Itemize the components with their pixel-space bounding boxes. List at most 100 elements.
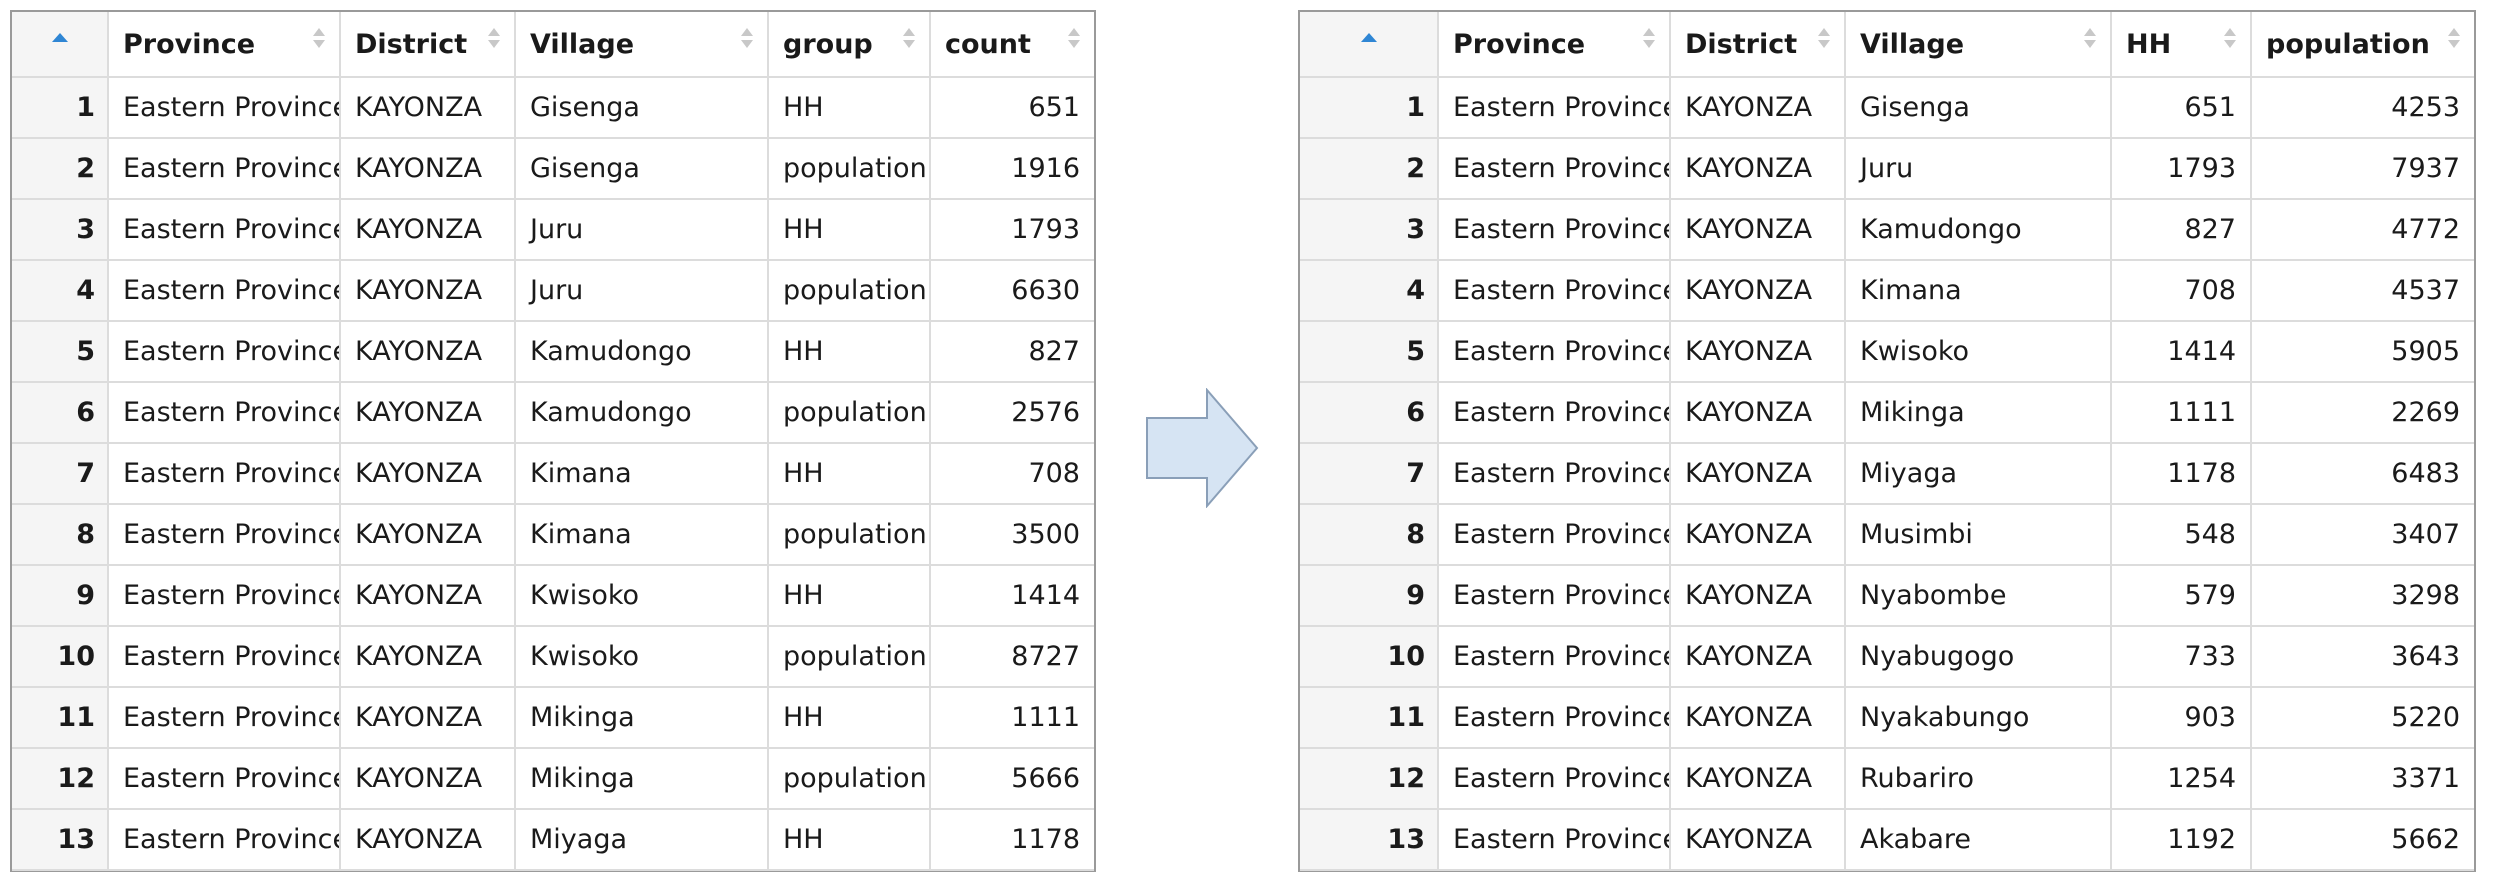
column-header-population[interactable]: population [2251,12,2474,78]
table-row: 4 Eastern Province KAYONZA Kimana 708 4537 [1300,260,2474,322]
cell-district: KAYONZA [340,382,516,444]
cell-village: Mikinga [1845,382,2112,444]
cell-province: Eastern Province [108,260,341,322]
cell-district: KAYONZA [340,626,516,688]
cell-village: Musimbi [1845,504,2112,566]
row-number: 13 [1300,809,1439,871]
table-row: 12 Eastern Province KAYONZA Rubariro 1254 337… [1300,748,2474,810]
row-number: 2 [1300,138,1439,200]
column-header-group[interactable]: group [768,12,931,78]
row-index-header[interactable] [12,12,109,78]
sort-icon [741,28,753,54]
column-header-village[interactable]: Village [1845,12,2112,78]
cell-count: 3500 [930,504,1094,566]
cell-province: Eastern Province [1438,199,1671,261]
cell-population: 4537 [2251,260,2474,322]
cell-count: 2576 [930,382,1094,444]
cell-district: KAYONZA [1670,809,1846,871]
cell-village: Kamudongo [1845,199,2112,261]
column-header-district[interactable]: District [340,12,516,78]
cell-count: 1793 [930,199,1094,261]
row-number: 10 [12,626,109,688]
cell-province: Eastern Province [1438,382,1671,444]
table-row: 10 Eastern Province KAYONZA Nyabugogo 733 364… [1300,626,2474,688]
cell-district: KAYONZA [340,687,516,749]
cell-population: 6483 [2251,443,2474,505]
table-row: 11 Eastern Province KAYONZA Mikinga HH 1111 [12,687,1094,749]
cell-village: Kamudongo [515,321,769,383]
row-number: 7 [12,443,109,505]
cell-province: Eastern Province [1438,748,1671,810]
cell-group: HH [768,321,931,383]
cell-hh: 827 [2111,199,2252,261]
cell-province: Eastern Province [1438,443,1671,505]
cell-hh: 651 [2111,77,2252,139]
cell-province: Eastern Province [1438,321,1671,383]
cell-hh: 708 [2111,260,2252,322]
cell-province: Eastern Province [1438,687,1671,749]
cell-village: Kimana [515,504,769,566]
row-number: 2 [12,138,109,200]
row-number: 12 [12,748,109,810]
cell-group: HH [768,565,931,627]
sort-icon [903,28,915,54]
row-number: 4 [12,260,109,322]
cell-province: Eastern Province [108,199,341,261]
table-row: 13 Eastern Province KAYONZA Akabare 1192 5662 [1300,809,2474,871]
cell-province: Eastern Province [108,321,341,383]
column-header-province[interactable]: Province [108,12,341,78]
row-number: 1 [12,77,109,139]
row-number: 1 [1300,77,1439,139]
cell-village: Nyabombe [1845,565,2112,627]
cell-group: population [768,138,931,200]
cell-province: Eastern Province [1438,626,1671,688]
cell-province: Eastern Province [1438,809,1671,871]
cell-village: Nyakabungo [1845,687,2112,749]
cell-district: KAYONZA [340,260,516,322]
cell-province: Eastern Province [108,504,341,566]
row-index-header[interactable] [1300,12,1439,78]
cell-count: 8727 [930,626,1094,688]
column-header-province[interactable]: Province [1438,12,1671,78]
right-table-body: 1 Eastern Province KAYONZA Gisenga 651 4253 2 E… [1300,77,2474,871]
column-header-count[interactable]: count [930,12,1094,78]
cell-population: 4253 [2251,77,2474,139]
cell-count: 1414 [930,565,1094,627]
column-label: population [2266,28,2430,60]
column-label: count [945,28,1031,60]
sort-ascending-icon [1360,32,1377,42]
column-label: Village [530,28,635,60]
row-number: 11 [12,687,109,749]
sort-icon [1068,28,1080,54]
cell-hh: 903 [2111,687,2252,749]
cell-district: KAYONZA [1670,565,1846,627]
column-label: District [1685,28,1798,60]
column-header-hh[interactable]: HH [2111,12,2252,78]
cell-population: 5220 [2251,687,2474,749]
cell-hh: 733 [2111,626,2252,688]
cell-village: Juru [1845,138,2112,200]
table-row: 6 Eastern Province KAYONZA Mikinga 1111 2269 [1300,382,2474,444]
cell-province: Eastern Province [108,138,341,200]
cell-province: Eastern Province [108,77,341,139]
header-row: Province District Village HH population [1300,12,2474,78]
cell-village: Gisenga [515,138,769,200]
cell-village: Kimana [1845,260,2112,322]
sort-icon [1643,28,1655,54]
row-number: 5 [12,321,109,383]
cell-group: HH [768,443,931,505]
cell-population: 7937 [2251,138,2474,200]
cell-district: KAYONZA [340,77,516,139]
cell-province: Eastern Province [1438,260,1671,322]
table-row: 8 Eastern Province KAYONZA Kimana population… [12,504,1094,566]
cell-district: KAYONZA [1670,138,1846,200]
column-label: group [783,28,873,60]
cell-district: KAYONZA [340,504,516,566]
column-header-village[interactable]: Village [515,12,769,78]
cell-district: KAYONZA [340,321,516,383]
column-header-district[interactable]: District [1670,12,1846,78]
table-row: 7 Eastern Province KAYONZA Miyaga 1178 6483 [1300,443,2474,505]
cell-village: Nyabugogo [1845,626,2112,688]
cell-village: Kamudongo [515,382,769,444]
column-label: District [355,28,468,60]
